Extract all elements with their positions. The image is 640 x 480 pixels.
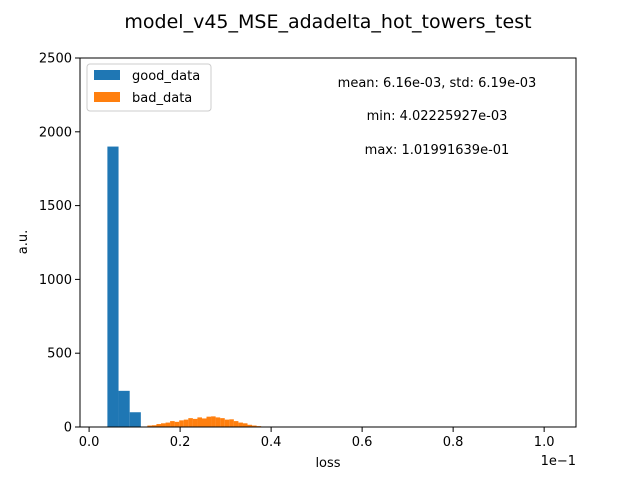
y-tick-label: 1500	[39, 199, 72, 214]
histogram-bar-bad-data-7	[179, 420, 184, 427]
histogram-bar-bad-data-19	[233, 421, 239, 427]
histogram-bar-good-data-0	[107, 146, 119, 427]
stats-mean-std: mean: 6.16e-03, std: 6.19e-03	[338, 76, 537, 91]
histogram-bar-bad-data-0	[147, 425, 152, 427]
histogram-bar-bad-data-21	[242, 423, 248, 427]
legend-label-bad-data: bad_data	[132, 91, 192, 106]
x-axis-label: loss	[315, 456, 340, 471]
legend: good_data bad_data	[86, 63, 212, 112]
x-tick-label: 0.4	[261, 435, 282, 450]
x-tick-label: 0.2	[170, 435, 191, 450]
histogram-bar-bad-data-2	[156, 424, 162, 427]
histogram-bar-bad-data-18	[229, 419, 234, 427]
histogram-bar-bad-data-14	[211, 416, 216, 427]
y-tick-label: 2500	[39, 52, 72, 67]
x-tick-label: 1.0	[534, 435, 555, 450]
histogram-bar-bad-data-6	[174, 421, 180, 427]
histogram-bar-bad-data-23	[252, 425, 257, 427]
y-tick-label: 0	[64, 421, 72, 436]
legend-label-good-data: good_data	[132, 69, 200, 84]
histogram-bar-good-data-2	[129, 412, 141, 427]
histogram-bar-bad-data-1	[151, 425, 157, 427]
x-tick-label: 0.0	[79, 435, 100, 450]
stats-min: min: 4.02225927e-03	[367, 109, 508, 124]
histogram-bar-bad-data-12	[201, 418, 207, 427]
histogram-bar-bad-data-22	[247, 424, 253, 427]
histogram-bar-bad-data-4	[165, 422, 171, 427]
legend-swatch-good-data	[94, 70, 120, 80]
y-axis-ticks: 0 500 1000 1500 2000 2500	[39, 52, 80, 436]
x-axis-offset-text: 1e−1	[541, 454, 576, 469]
histogram-bar-good-data-1	[118, 390, 130, 427]
histogram-bar-bad-data-15	[215, 417, 221, 427]
histogram-bar-bad-data-13	[206, 416, 212, 427]
histogram-bar-bad-data-17	[224, 419, 230, 427]
stats-max: max: 1.01991639e-01	[365, 143, 510, 158]
x-tick-label: 0.8	[443, 435, 464, 450]
histogram-bar-bad-data-5	[170, 421, 175, 427]
y-axis-label: a.u.	[16, 230, 31, 254]
legend-swatch-bad-data	[94, 92, 120, 102]
y-tick-label: 1000	[39, 273, 72, 288]
y-tick-label: 500	[47, 347, 72, 362]
histogram-bar-bad-data-3	[160, 423, 166, 427]
chart-title: model_v45_MSE_adadelta_hot_towers_test	[124, 11, 531, 33]
histogram-bar-bad-data-16	[220, 418, 225, 427]
x-tick-label: 0.6	[352, 435, 373, 450]
histogram-bar-bad-data-20	[238, 422, 243, 427]
histogram-bar-bad-data-9	[188, 418, 193, 427]
stats-annotations: mean: 6.16e-03, std: 6.19e-03 min: 4.022…	[338, 76, 537, 158]
plot-frame	[79, 57, 577, 428]
histogram-bar-bad-data-10	[192, 418, 198, 427]
histogram-bar-bad-data-8	[183, 419, 189, 427]
y-tick-label: 2000	[39, 125, 72, 140]
x-axis-ticks: 0.0 0.2 0.4 0.6 0.8 1.0	[79, 427, 555, 450]
histogram-bar-bad-data-11	[197, 417, 202, 427]
